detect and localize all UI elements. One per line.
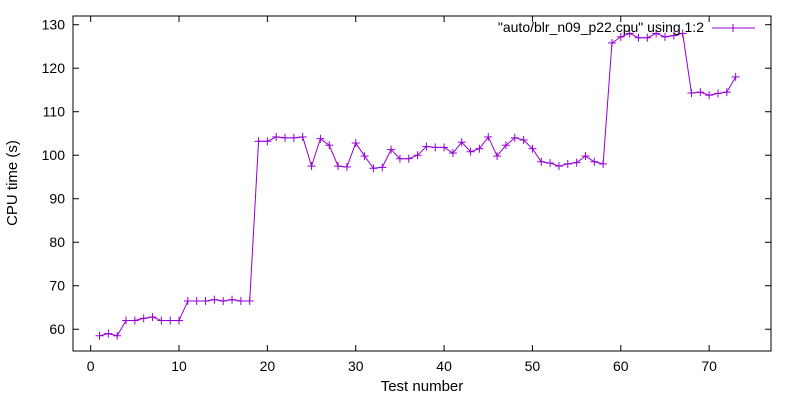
x-tick-label: 20 xyxy=(260,358,276,374)
y-tick-label: 90 xyxy=(49,191,65,207)
data-point xyxy=(351,139,360,148)
data-point xyxy=(581,152,590,161)
data-point xyxy=(342,162,351,171)
data-point xyxy=(554,162,563,171)
y-tick-label: 60 xyxy=(49,321,65,337)
series-line xyxy=(99,32,737,337)
data-point xyxy=(528,144,537,153)
data-point xyxy=(157,316,166,325)
data-point xyxy=(404,154,413,163)
data-point xyxy=(201,296,210,305)
plot-frame xyxy=(72,15,772,352)
data-point xyxy=(183,296,192,305)
data-point xyxy=(519,135,528,144)
data-point xyxy=(722,88,731,97)
data-point xyxy=(537,157,546,166)
y-tick-label: 80 xyxy=(49,234,65,250)
x-tick-label: 70 xyxy=(701,358,717,374)
data-point xyxy=(493,152,502,161)
data-point xyxy=(254,137,263,146)
data-point xyxy=(625,29,634,38)
x-tick-label: 10 xyxy=(171,358,187,374)
data-point xyxy=(501,141,510,150)
data-point xyxy=(457,138,466,147)
data-point xyxy=(440,143,449,152)
data-point xyxy=(696,88,705,97)
x-axis-title: Test number xyxy=(381,378,464,395)
y-tick-label: 110 xyxy=(43,104,66,120)
data-point xyxy=(210,295,219,304)
data-point xyxy=(148,313,157,322)
data-point xyxy=(307,162,316,171)
data-point xyxy=(669,31,678,40)
data-point xyxy=(316,134,325,143)
data-point xyxy=(413,151,422,160)
data-point xyxy=(634,33,643,42)
y-tick-label: 70 xyxy=(49,278,65,294)
x-tick-label: 40 xyxy=(436,358,452,374)
y-tick-label: 100 xyxy=(42,147,66,163)
x-tick-label: 60 xyxy=(613,358,629,374)
data-point xyxy=(263,137,272,146)
ticks-layer: 0 10 20 30 40 50 60 70 60 70 80 90 100 110 120 130 xyxy=(42,16,771,374)
legend-marker xyxy=(729,24,737,32)
data-point xyxy=(466,147,475,156)
data-point xyxy=(360,152,369,161)
data-point xyxy=(325,141,334,150)
data-point xyxy=(713,89,722,98)
data-point xyxy=(687,89,696,98)
data-point xyxy=(281,133,290,142)
data-point xyxy=(334,162,343,171)
y-axis-title: CPU time (s) xyxy=(4,140,21,226)
data-point xyxy=(228,295,237,304)
data-point xyxy=(245,296,254,305)
data-point xyxy=(139,314,148,323)
data-point xyxy=(166,316,175,325)
data-point xyxy=(95,331,104,340)
data-point xyxy=(378,163,387,172)
data-point xyxy=(272,132,281,141)
data-point xyxy=(431,143,440,152)
data-point xyxy=(607,38,616,47)
data-point xyxy=(572,158,581,167)
data-point xyxy=(484,132,493,141)
x-tick-label: 50 xyxy=(525,358,541,374)
x-tick-label: 30 xyxy=(348,358,364,374)
data-point xyxy=(175,316,184,325)
data-point xyxy=(219,296,228,305)
series-layer xyxy=(95,29,740,340)
data-point xyxy=(731,72,740,81)
legend-label: "auto/blr_n09_p22.cpu" using 1:2 xyxy=(498,19,704,35)
y-tick-label: 120 xyxy=(42,60,66,76)
data-point xyxy=(563,159,572,168)
data-point xyxy=(395,154,404,163)
data-point xyxy=(475,144,484,153)
data-point xyxy=(130,316,139,325)
data-point xyxy=(599,159,608,168)
data-point xyxy=(705,91,714,100)
data-point xyxy=(422,142,431,151)
data-point xyxy=(122,316,131,325)
data-point xyxy=(104,329,113,338)
data-point xyxy=(652,29,661,38)
data-point xyxy=(289,133,298,142)
data-point xyxy=(448,149,457,158)
data-point xyxy=(298,132,307,141)
data-point xyxy=(192,296,201,305)
data-point xyxy=(369,164,378,173)
data-point xyxy=(660,32,669,41)
data-point xyxy=(113,331,122,340)
data-point xyxy=(510,133,519,142)
data-point xyxy=(387,145,396,154)
data-point xyxy=(590,157,599,166)
y-tick-label: 130 xyxy=(42,17,66,33)
data-point xyxy=(616,32,625,41)
data-point xyxy=(643,33,652,42)
legend: "auto/blr_n09_p22.cpu" using 1:2 xyxy=(498,19,755,35)
x-tick-label: 0 xyxy=(87,358,95,374)
data-point xyxy=(236,296,245,305)
data-point xyxy=(678,29,687,38)
data-point xyxy=(546,159,555,168)
